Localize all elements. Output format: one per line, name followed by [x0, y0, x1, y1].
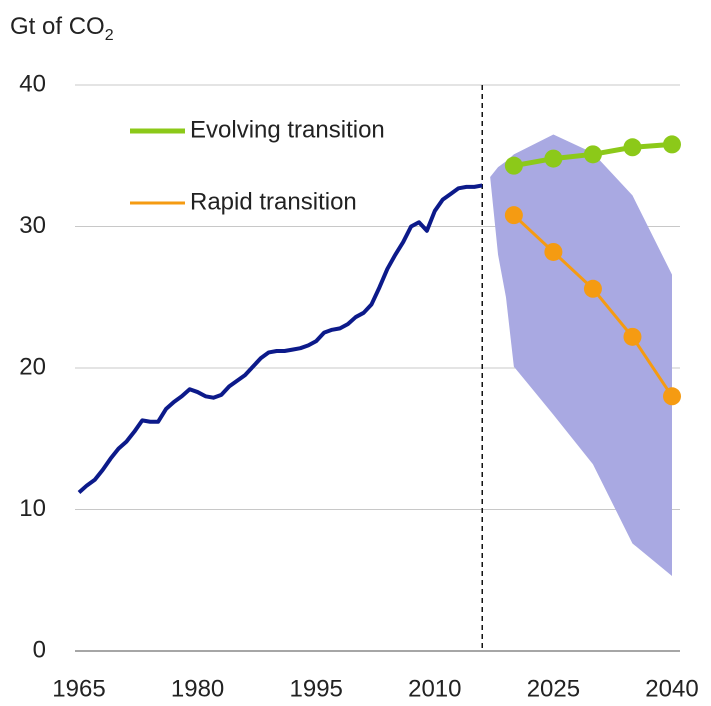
series-point — [544, 242, 563, 261]
x-tick-label: 2010 — [408, 675, 461, 702]
series-point — [544, 149, 563, 168]
series-point — [623, 327, 642, 346]
series-point — [504, 206, 523, 225]
x-tick-label: 2040 — [645, 675, 698, 702]
y-tick-label: 30 — [19, 212, 46, 239]
y-tick-label: 10 — [19, 495, 46, 522]
x-tick-label: 2025 — [527, 675, 580, 702]
legend-label: Rapid transition — [190, 188, 357, 215]
y-tick-label: 0 — [33, 636, 46, 663]
series-point — [663, 387, 681, 406]
series-point — [623, 138, 642, 157]
y-tick-label: 40 — [19, 70, 46, 97]
x-tick-label: 1980 — [171, 675, 224, 702]
legend-label: Evolving transition — [190, 116, 385, 143]
y-axis-label: Gt of CO2 — [10, 13, 114, 44]
x-tick-label: 1995 — [290, 675, 343, 702]
y-axis-label-subscript: 2 — [105, 27, 114, 44]
series-point — [663, 135, 681, 154]
series-point — [504, 156, 523, 175]
x-tick-label: 1965 — [52, 675, 105, 702]
history-line — [77, 183, 483, 495]
y-tick-label: 20 — [19, 353, 46, 380]
y-axis-label-text: Gt of CO — [10, 13, 105, 40]
series-point — [583, 145, 602, 164]
series-point — [583, 279, 602, 298]
scenario-range — [490, 134, 672, 577]
